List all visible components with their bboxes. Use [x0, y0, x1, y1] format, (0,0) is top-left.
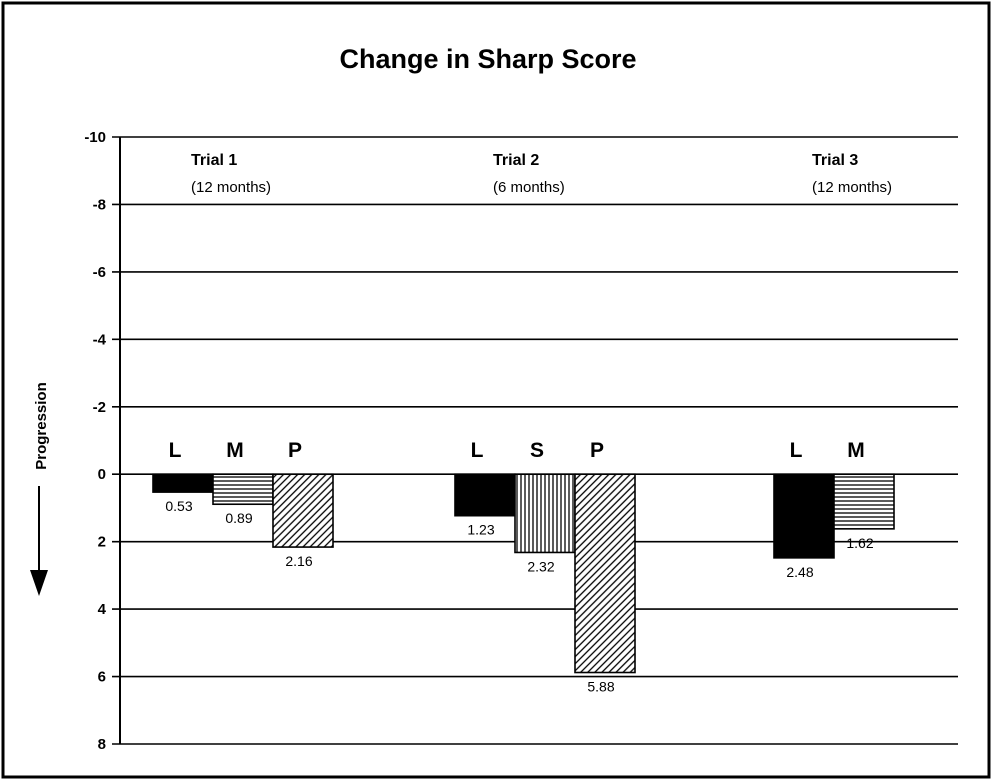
- bar-group: Trial 3 (12 months) L 2.48 M 1.62: [773, 152, 895, 580]
- bar-value-label: 2.48: [786, 564, 813, 580]
- y-tick-label: -2: [93, 399, 106, 416]
- trial-name: Trial 2: [493, 152, 539, 169]
- bar-groups: Trial 1 (12 months) L 0.53 M 0.89 P 2.16 Trial 2…: [152, 152, 895, 695]
- y-tick-label: -4: [93, 331, 107, 348]
- y-tick-label: 2: [98, 534, 106, 551]
- bar-value-label: 1.23: [467, 522, 494, 538]
- y-tick-label: 8: [98, 736, 106, 753]
- bar-category-label: P: [288, 439, 302, 462]
- bar-value-label: 0.89: [225, 510, 252, 526]
- trial-duration: (6 months): [493, 179, 565, 196]
- bar-category-label: L: [169, 439, 182, 462]
- bar-category-label: L: [790, 439, 803, 462]
- bar-group: Trial 1 (12 months) L 0.53 M 0.89 P 2.16: [152, 152, 334, 569]
- y-tick-label: 6: [98, 669, 106, 686]
- y-tick-label: -10: [84, 129, 106, 146]
- bar-category-label: M: [847, 439, 865, 462]
- chart-title: Change in Sharp Score: [339, 44, 636, 74]
- y-axis-label: Progression: [33, 382, 50, 470]
- trial-name: Trial 3: [812, 152, 858, 169]
- y-tick-label: -8: [93, 196, 106, 213]
- bar-value-label: 2.32: [527, 558, 554, 574]
- trial-duration: (12 months): [812, 179, 892, 196]
- progression-arrow-icon: [30, 570, 48, 596]
- y-axis: -10 -8 -6 -4 -2 0 2 4 6 8: [84, 129, 121, 753]
- bar: [833, 473, 895, 530]
- y-tick-label: -6: [93, 264, 106, 281]
- bar-value-label: 1.62: [846, 535, 873, 551]
- bar-category-label: L: [471, 439, 484, 462]
- y-axis-label-group: Progression: [30, 382, 50, 596]
- bar: [272, 473, 334, 548]
- bar: [773, 473, 835, 559]
- bar-category-label: M: [226, 439, 244, 462]
- y-tick-label: 4: [98, 601, 107, 618]
- y-tick-label: 0: [98, 466, 106, 483]
- trial-name: Trial 1: [191, 152, 237, 169]
- bar-value-label: 2.16: [285, 553, 312, 569]
- bar: [152, 473, 214, 493]
- trial-duration: (12 months): [191, 179, 271, 196]
- bar-category-label: P: [590, 439, 604, 462]
- bar: [212, 473, 274, 506]
- bar: [454, 473, 516, 517]
- bar: [574, 473, 636, 674]
- bar-value-label: 0.53: [165, 498, 192, 514]
- bar-value-label: 5.88: [587, 679, 614, 695]
- bar-category-label: S: [530, 439, 544, 462]
- bar-group: Trial 2 (6 months) L 1.23 S 2.32 P 5.88: [454, 152, 636, 695]
- bar: [514, 473, 576, 554]
